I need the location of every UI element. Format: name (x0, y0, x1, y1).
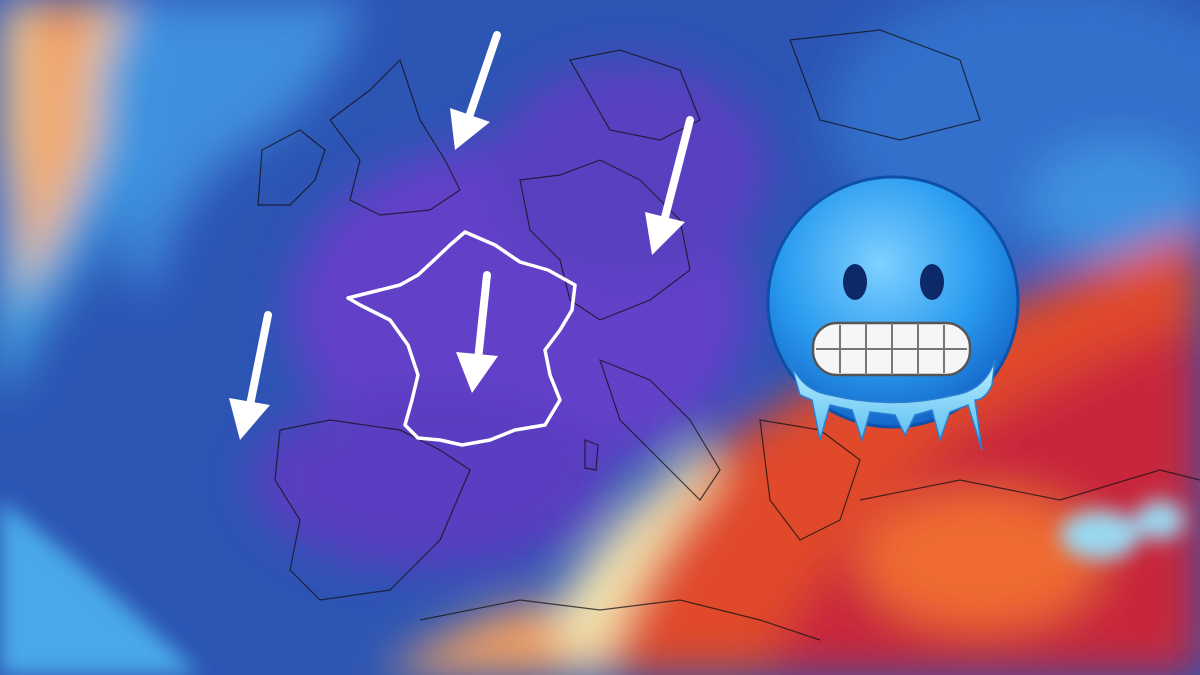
arrow-icon (450, 31, 501, 150)
arrow-icon (229, 311, 272, 440)
arrow-icon (645, 116, 694, 255)
arrow-icon (456, 271, 498, 393)
country-borders (257, 29, 1200, 641)
wind-arrows (229, 31, 694, 440)
cold-face-emoji-icon (766, 175, 1020, 451)
france-outline (346, 230, 577, 447)
